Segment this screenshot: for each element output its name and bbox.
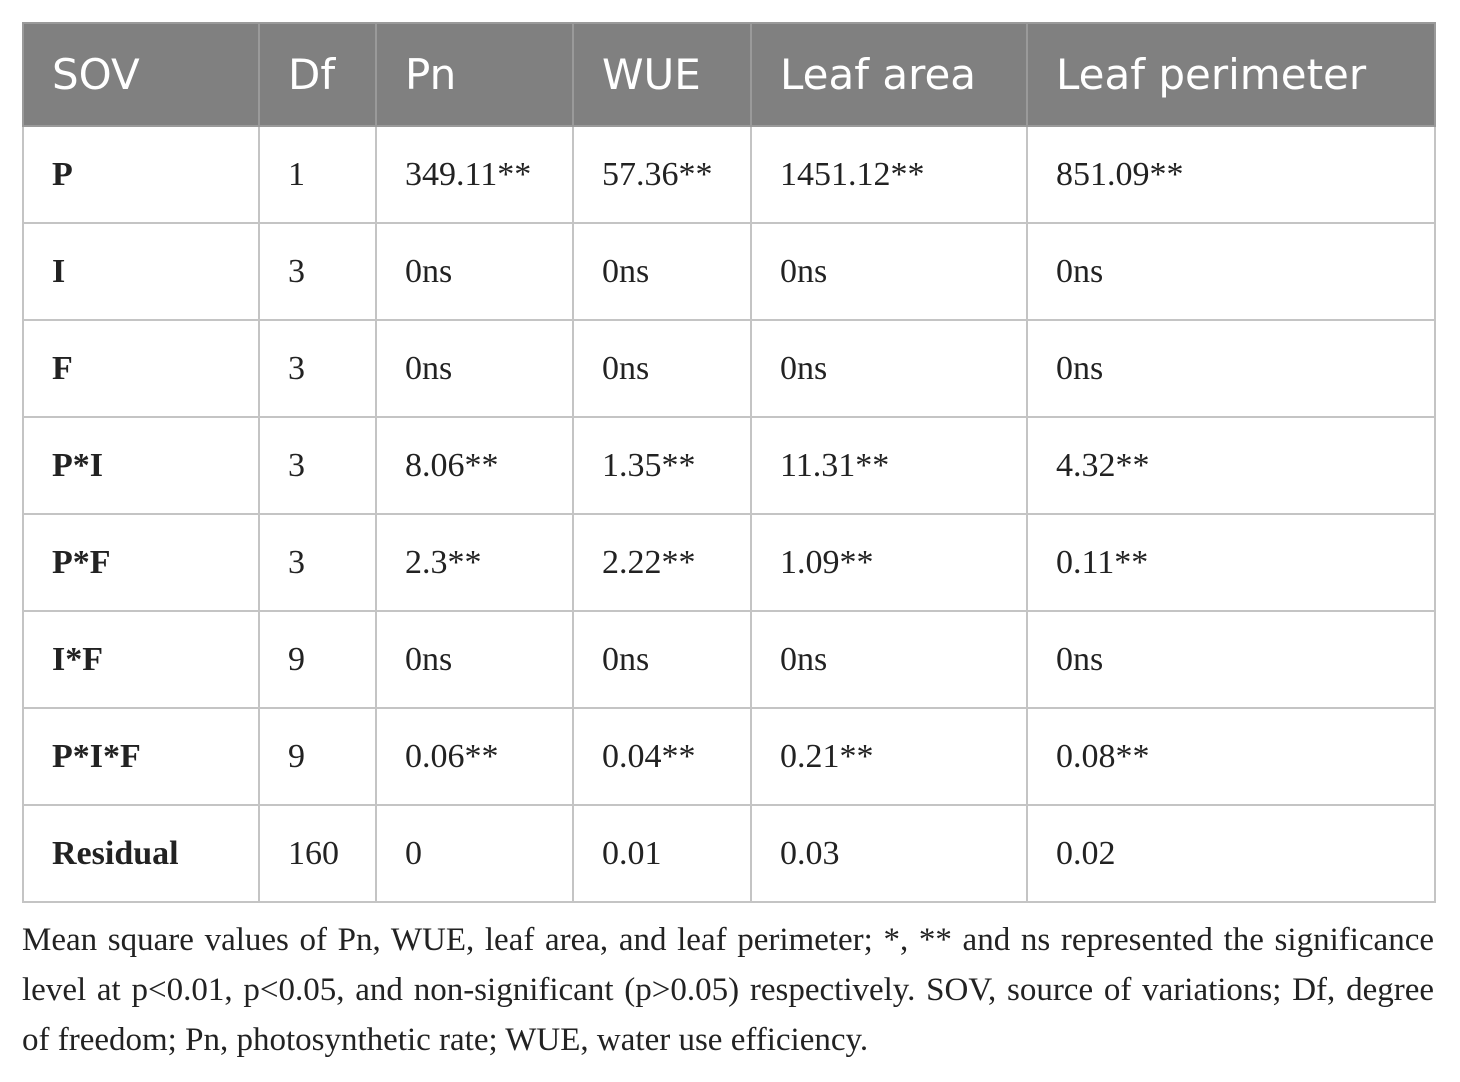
row-label: I [22,222,260,321]
header-cell: SOV [22,22,260,127]
row-label: P*I*F [22,707,260,806]
row-label: P*F [22,513,260,612]
table-row: P*I 3 8.06** 1.35** 11.31** 4.32** [22,416,1436,515]
table-cell: 0ns [750,222,1028,321]
header-cell: Leaf area [750,22,1028,127]
header-cell: WUE [572,22,752,127]
table-cell: 0ns [572,222,752,321]
table-row: P 1 349.11** 57.36** 1451.12** 851.09** [22,125,1436,224]
table-cell: 3 [258,513,377,612]
caption: Mean square values of Pn, WUE, leaf area… [22,922,1434,1058]
table-cell: 0.11** [1026,513,1436,612]
table-cell: 11.31** [750,416,1028,515]
table-cell: 0.01 [572,804,752,903]
table-cell: 8.06** [375,416,574,515]
row-label: P [22,125,260,224]
table-cell: 1 [258,125,377,224]
table-row: Residual 160 0 0.01 0.03 0.02 [22,804,1436,903]
table-cell: 3 [258,416,377,515]
table-cell: 0.08** [1026,707,1436,806]
table-cell: 0ns [375,319,574,418]
row-label: Residual [22,804,260,903]
table-cell: 2.22** [572,513,752,612]
table-cell: 0ns [1026,319,1436,418]
table-cell: 0.03 [750,804,1028,903]
header-cell: Df [258,22,377,127]
table-cell: 160 [258,804,377,903]
table-cell: 9 [258,707,377,806]
table-cell: 0ns [750,610,1028,709]
table-cell: 3 [258,222,377,321]
table-cell: 4.32** [1026,416,1436,515]
table-row: P*F 3 2.3** 2.22** 1.09** 0.11** [22,513,1436,612]
table-cell: 2.3** [375,513,574,612]
table-cell: 0.06** [375,707,574,806]
table-row: I 3 0ns 0ns 0ns 0ns [22,222,1436,321]
table-cell: 0.04** [572,707,752,806]
anova-table: SOV Df Pn WUE Leaf area Leaf perimeter P 1 349.… [22,22,1436,903]
header-cell: Leaf perimeter [1026,22,1436,127]
table-cell: 1451.12** [750,125,1028,224]
table-cell: 3 [258,319,377,418]
table-cell: 1.35** [572,416,752,515]
table-cell: 349.11** [375,125,574,224]
row-label: I*F [22,610,260,709]
table-cell: 0ns [750,319,1028,418]
table-cell: 0ns [1026,222,1436,321]
table-cell: 851.09** [1026,125,1436,224]
table-cell: 1.09** [750,513,1028,612]
table-cell: 0ns [572,319,752,418]
table-cell: 0ns [375,222,574,321]
header-row: SOV Df Pn WUE Leaf area Leaf perimeter [22,22,1436,127]
table-cell: 0.02 [1026,804,1436,903]
table-row: F 3 0ns 0ns 0ns 0ns [22,319,1436,418]
table-row: P*I*F 9 0.06** 0.04** 0.21** 0.08** [22,707,1436,806]
header-cell: Pn [375,22,574,127]
table-container: SOV Df Pn WUE Leaf area Leaf perimeter P 1 349.… [22,22,1436,903]
table-cell: 0 [375,804,574,903]
table-cell: 0ns [572,610,752,709]
table-cell: 57.36** [572,125,752,224]
row-label: F [22,319,260,418]
table-cell: 0ns [1026,610,1436,709]
table-body: P 1 349.11** 57.36** 1451.12** 851.09** I 3 0ns 0… [22,125,1436,903]
row-label: P*I [22,416,260,515]
table-row: I*F 9 0ns 0ns 0ns 0ns [22,610,1436,709]
table-cell: 0ns [375,610,574,709]
table-cell: 0.21** [750,707,1028,806]
table-cell: 9 [258,610,377,709]
